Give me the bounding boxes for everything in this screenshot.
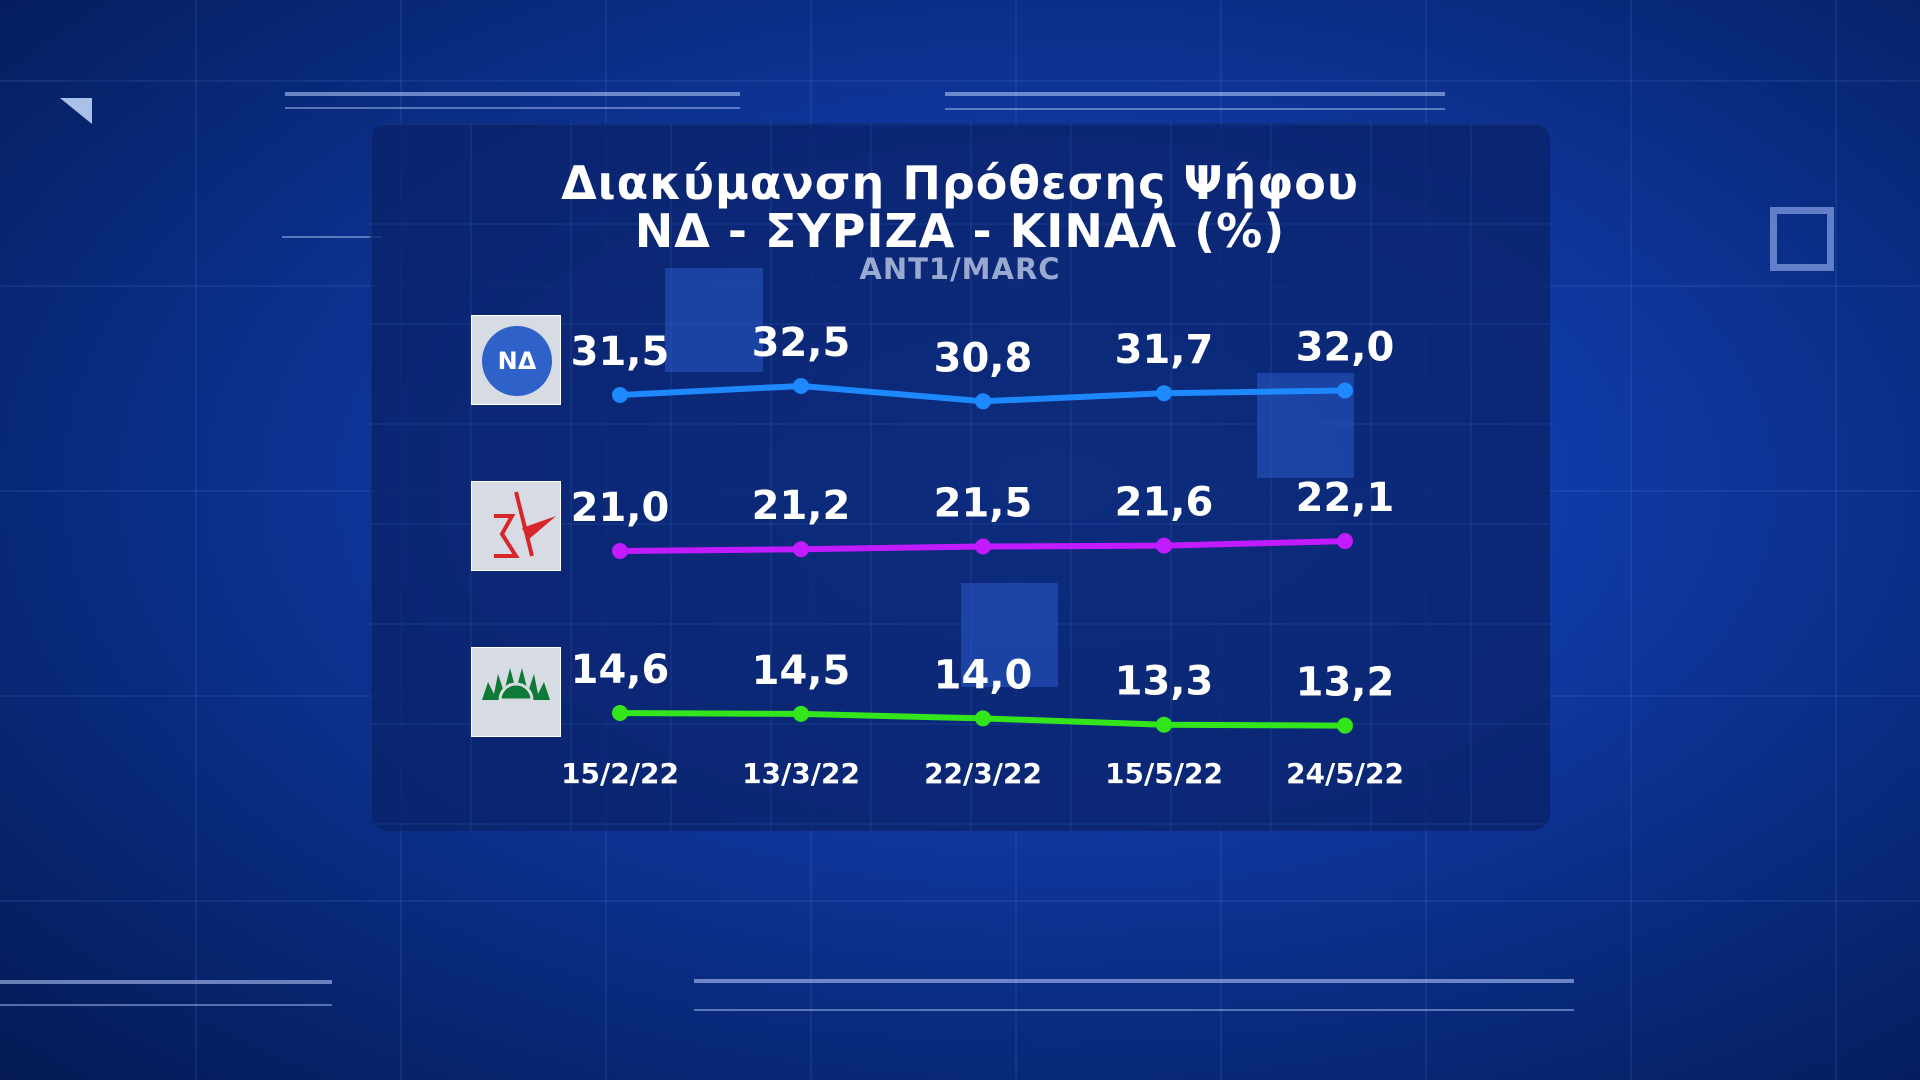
kinal-data-label: 14,0: [934, 652, 1033, 698]
chart-source: ANT1/MARC: [859, 252, 1061, 286]
x-tick-label: 24/5/22: [1286, 757, 1404, 790]
nd-logo-text: ΝΔ: [482, 326, 552, 396]
decor-line: [945, 108, 1445, 110]
decor-square: [961, 583, 1058, 687]
syriza-data-point: [793, 541, 809, 558]
syriza-data-point: [612, 543, 628, 559]
x-tick-label: 13/3/22: [742, 757, 860, 790]
kinal-data-label: 14,6: [571, 647, 670, 693]
nd-logo-icon: ΝΔ: [471, 315, 561, 405]
syriza-star-logo-icon: [471, 481, 561, 571]
kinal-data-point: [793, 705, 809, 722]
decor-square: [665, 268, 763, 372]
kinal-data-point: [975, 710, 991, 727]
kinal-data-point: [612, 705, 628, 721]
square-outline-icon: [1770, 207, 1834, 271]
syriza-data-label: 21,6: [1115, 480, 1214, 526]
x-tick-label: 15/2/22: [561, 757, 679, 790]
decor-line: [285, 92, 740, 96]
decor-line: [0, 980, 332, 984]
decor-line: [945, 92, 1445, 96]
kinal-data-label: 13,2: [1296, 660, 1395, 706]
nd-data-label: 31,7: [1115, 327, 1214, 373]
syriza-data-point: [1156, 537, 1172, 554]
syriza-data-label: 21,2: [752, 483, 851, 529]
decor-line: [282, 236, 382, 238]
nd-data-label: 30,8: [934, 335, 1033, 381]
syriza-data-label: 21,0: [571, 485, 670, 531]
nd-data-point: [793, 378, 809, 394]
kinal-sun-logo-icon: [471, 647, 561, 737]
nd-data-label: 32,0: [1296, 325, 1395, 371]
x-tick-label: 22/3/22: [924, 757, 1042, 790]
kinal-data-point: [1337, 717, 1353, 734]
decor-line: [694, 1009, 1574, 1011]
x-tick-label: 15/5/22: [1105, 757, 1223, 790]
nd-data-label: 32,5: [752, 320, 851, 366]
syriza-data-label: 22,1: [1296, 475, 1395, 521]
nd-data-point: [1337, 382, 1353, 399]
corner-triangle-icon: [60, 98, 92, 124]
decor-line: [285, 107, 740, 109]
kinal-data-label: 14,5: [752, 648, 851, 694]
decor-line: [694, 979, 1574, 983]
kinal-data-point: [1156, 716, 1172, 733]
decor-line: [0, 1004, 332, 1006]
syriza-data-label: 21,5: [934, 481, 1033, 527]
chart-title-line1: Διακύμανση Πρόθεσης Ψήφου: [561, 156, 1359, 210]
nd-data-point: [1156, 385, 1172, 402]
syriza-data-point: [1337, 533, 1353, 550]
syriza-data-point: [975, 538, 991, 555]
chart-title-line2: ΝΔ - ΣΥΡΙΖΑ - ΚΙΝΑΛ (%): [634, 204, 1286, 258]
kinal-data-label: 13,3: [1115, 659, 1214, 705]
nd-data-point: [975, 393, 991, 410]
nd-data-point: [612, 387, 628, 403]
nd-data-label: 31,5: [571, 329, 670, 375]
